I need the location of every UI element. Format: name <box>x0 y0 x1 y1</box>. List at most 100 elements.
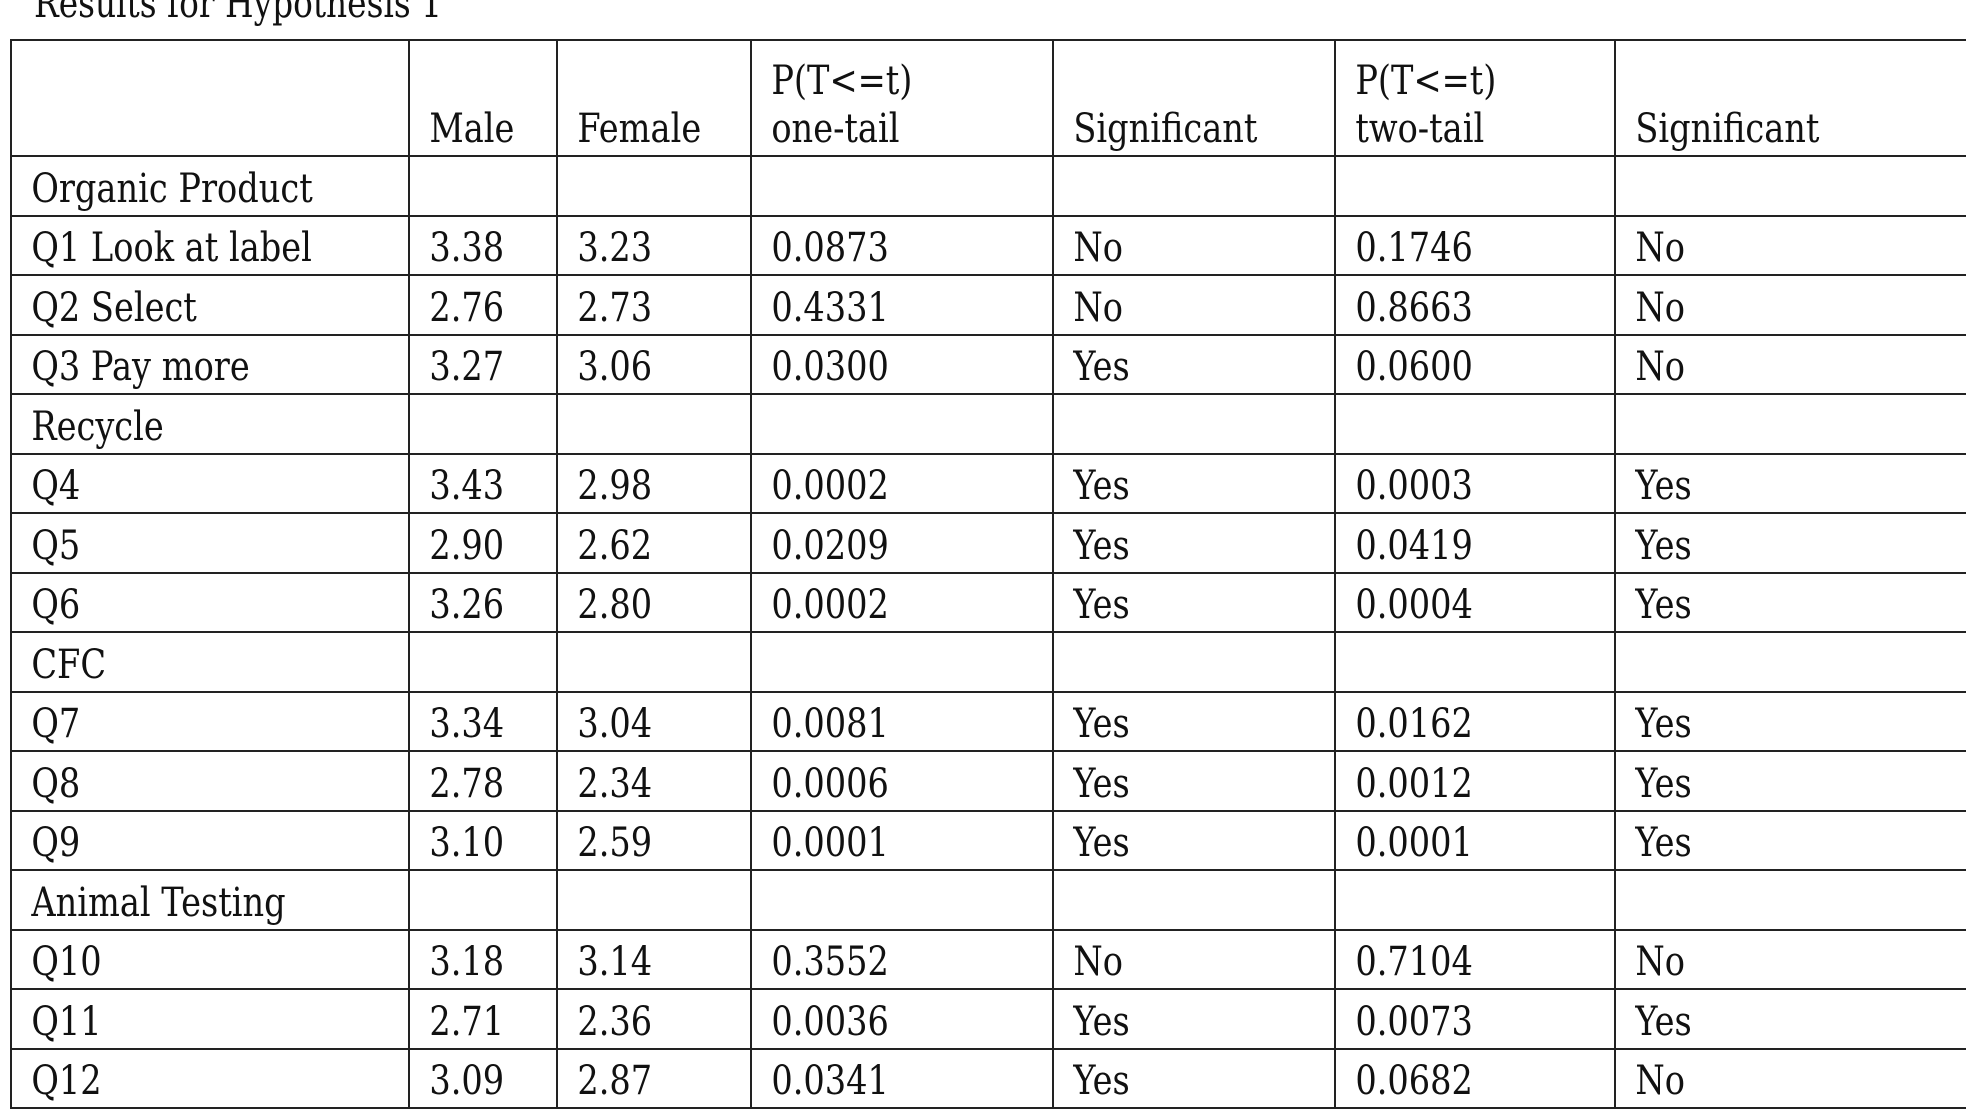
p-one-tail-value-cell: 0.0341 <box>750 1047 1054 1109</box>
empty-cell <box>1617 689 1947 690</box>
female-value-cell: 2.62 <box>556 512 752 574</box>
female-value: 3.23 <box>577 225 653 271</box>
significant-one-tail-value-cell: Yes <box>1052 452 1336 514</box>
p-one-tail-value: 0.0300 <box>771 344 889 390</box>
p-two-tail-value: 0.0682 <box>1355 1058 1473 1104</box>
header-female: Female <box>577 106 702 152</box>
male-value: 2.71 <box>429 998 505 1045</box>
header-significant-2: Significant <box>1635 106 1820 152</box>
p-one-tail-value-cell <box>750 155 1054 217</box>
p-two-tail-value-cell: 0.0682 <box>1334 1047 1616 1109</box>
significant-one-tail-value-cell: No <box>1052 274 1336 336</box>
row-label: Q9 <box>31 820 81 866</box>
table-row: Q5 2.90 2.62 0.0209 Yes 0.0419 Yes <box>10 512 1966 574</box>
significant-one-tail-value: Yes <box>1073 582 1130 628</box>
row-label-cell: Q11 <box>10 988 410 1050</box>
row-label-cell: Q4 <box>10 452 410 514</box>
p-one-tail-value-cell: 0.0300 <box>750 333 1054 395</box>
p-two-tail-value-cell <box>1334 155 1616 217</box>
female-value-cell <box>556 869 752 931</box>
significant-two-tail-value: No <box>1635 1058 1685 1104</box>
significant-two-tail-value-cell: Yes <box>1614 750 1966 812</box>
male-value-cell: 3.38 <box>408 214 558 276</box>
section-label: CFC <box>31 641 107 688</box>
row-label-cell: Animal Testing <box>10 869 410 931</box>
significant-two-tail-value-cell <box>1614 155 1966 217</box>
header-label-cell <box>10 39 410 157</box>
row-label-cell: Q12 <box>10 1047 410 1109</box>
empty-cell <box>1617 451 1947 452</box>
table-caption: Results for Hypothesis 1 <box>34 0 443 27</box>
p-one-tail-value-cell: 0.0081 <box>750 690 1054 752</box>
female-value-cell: 2.34 <box>556 750 752 812</box>
table-row: Q11 2.71 2.36 0.0036 Yes 0.0073 Yes <box>10 988 1966 1050</box>
significant-one-tail-value-cell: Yes <box>1052 333 1336 395</box>
empty-cell <box>1055 689 1289 690</box>
table-body: Male Female P(T<=t) one-tail Significant… <box>10 39 1966 1109</box>
male-value-cell: 2.71 <box>408 988 558 1050</box>
significant-two-tail-value-cell: Yes <box>1614 809 1966 871</box>
significant-one-tail-value: Yes <box>1073 820 1130 866</box>
female-value: 2.34 <box>577 760 653 807</box>
p-two-tail-value: 0.0012 <box>1355 760 1473 807</box>
header-female-cell: Female <box>556 39 752 157</box>
significant-one-tail-value-cell: Yes <box>1052 809 1336 871</box>
row-label-cell: Q9 <box>10 809 410 871</box>
p-two-tail-value: 0.0073 <box>1355 998 1473 1045</box>
row-label: Q5 <box>31 522 81 569</box>
row-label-cell: Q8 <box>10 750 410 812</box>
empty-cell <box>559 927 719 928</box>
section-label: Recycle <box>31 403 164 450</box>
p-one-tail-value: 0.4331 <box>771 284 889 331</box>
significant-one-tail-value: Yes <box>1073 760 1130 807</box>
female-value: 3.06 <box>577 344 653 390</box>
p-two-tail-value-cell: 0.7104 <box>1334 928 1616 990</box>
p-two-tail-value: 0.0001 <box>1355 820 1473 866</box>
row-label: Q8 <box>31 760 81 807</box>
male-value-cell: 2.90 <box>408 512 558 574</box>
p-two-tail-value-cell <box>1334 631 1616 693</box>
p-two-tail-value: 0.0004 <box>1355 582 1473 628</box>
significant-two-tail-value: Yes <box>1635 820 1692 866</box>
p-two-tail-value: 0.1746 <box>1355 225 1473 271</box>
male-value-cell: 2.78 <box>408 750 558 812</box>
header-one-tail-line1: P(T<=t) <box>771 58 913 104</box>
significant-two-tail-value-cell: Yes <box>1614 988 1966 1050</box>
p-two-tail-value: 0.0003 <box>1355 463 1473 509</box>
row-label-cell: Q2 Select <box>10 274 410 336</box>
row-label: Q6 <box>31 582 81 628</box>
header-two-tail: P(T<=t) two-tail <box>1337 57 1570 154</box>
female-value: 2.80 <box>577 582 653 628</box>
p-one-tail-value: 0.0036 <box>771 998 889 1045</box>
row-label-cell: Organic Product <box>10 155 410 217</box>
significant-one-tail-value: Yes <box>1073 522 1130 569</box>
significant-two-tail-value-cell: Yes <box>1614 452 1966 514</box>
significant-two-tail-value-cell <box>1614 393 1966 455</box>
female-value-cell <box>556 631 752 693</box>
header-two-tail-line1: P(T<=t) <box>1355 58 1497 104</box>
female-value-cell: 2.80 <box>556 571 752 633</box>
table-row: Q3 Pay more 3.27 3.06 0.0300 Yes 0.0600 No <box>10 333 1966 395</box>
female-value-cell: 2.36 <box>556 988 752 1050</box>
significant-one-tail-value-cell: Yes <box>1052 988 1336 1050</box>
significant-two-tail-value-cell: Yes <box>1614 571 1966 633</box>
significant-one-tail-value-cell <box>1052 631 1336 693</box>
p-one-tail-value: 0.0001 <box>771 820 889 866</box>
male-value: 3.34 <box>429 701 505 747</box>
significant-two-tail-value-cell: Yes <box>1614 512 1966 574</box>
table-row: Q4 3.43 2.98 0.0002 Yes 0.0003 Yes <box>10 452 1966 514</box>
male-value: 3.43 <box>429 463 505 509</box>
header-male-cell: Male <box>408 39 558 157</box>
female-value-cell: 3.14 <box>556 928 752 990</box>
p-two-tail-value-cell: 0.1746 <box>1334 214 1616 276</box>
female-value: 3.14 <box>577 939 653 985</box>
significant-two-tail-value: No <box>1635 939 1685 985</box>
male-value: 3.09 <box>429 1058 505 1104</box>
significant-two-tail-value: Yes <box>1635 463 1692 509</box>
significant-one-tail-value: Yes <box>1073 701 1130 747</box>
empty-cell <box>411 213 533 214</box>
male-value: 3.10 <box>429 820 505 866</box>
empty-cell <box>753 451 1004 452</box>
significant-one-tail-value: No <box>1073 284 1123 331</box>
row-label-cell: Q7 <box>10 690 410 752</box>
